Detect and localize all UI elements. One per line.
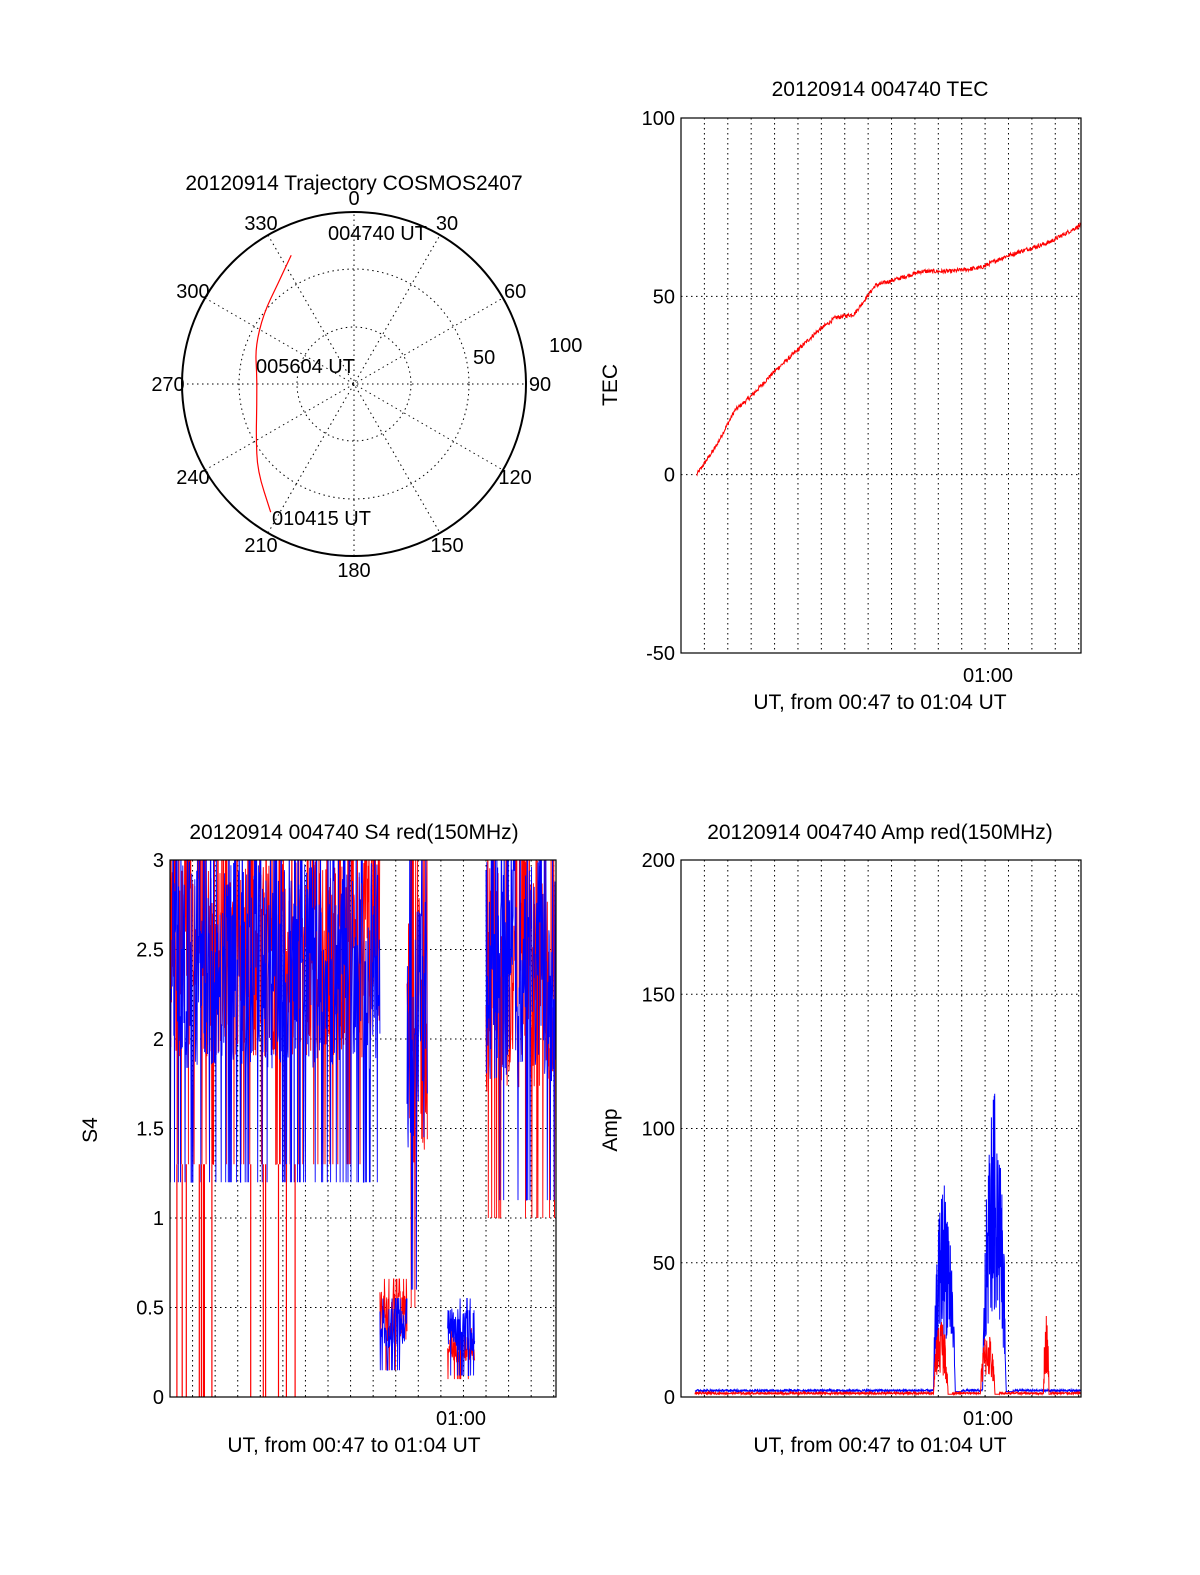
- trajectory-end-label: 010415 UT: [272, 508, 371, 530]
- amp-series: [694, 1093, 1082, 1397]
- s4-panel: 20120914 004740 S4 red(150MHz) 0 0.5 1 1.5 2…: [79, 821, 557, 1457]
- polar-radial-label-50: 50: [473, 347, 495, 369]
- s4-y-axis-label: S4: [79, 1117, 102, 1143]
- polar-angle-label-270: 270: [151, 374, 184, 396]
- polar-title: 20120914 Trajectory COSMOS2407: [185, 172, 522, 195]
- amp-x-tick-label: 01:00: [963, 1408, 1013, 1430]
- polar-angle-label-300: 300: [176, 281, 209, 303]
- tec-series: [696, 221, 1082, 477]
- polar-angle-labels: 0 30 60 90 120 150 180 210 240 270 300 330: [151, 188, 551, 582]
- amp-plot-frame: [680, 859, 1082, 1398]
- s4-y-tick-0.5: 0.5: [136, 1298, 164, 1320]
- polar-grid-circle-2: [238, 268, 470, 500]
- polar-angle-label-150: 150: [430, 535, 463, 557]
- polar-angle-label-210: 210: [244, 535, 277, 557]
- s4-x-axis-label: UT, from 00:47 to 01:04 UT: [227, 1434, 480, 1457]
- amp-grid: [681, 859, 1081, 1398]
- polar-angle-label-330: 330: [244, 213, 277, 235]
- amp-line-blue: [694, 1093, 1082, 1394]
- s4-line-blue: [170, 860, 556, 1376]
- polar-angle-label-90: 90: [529, 374, 551, 396]
- s4-y-tick-labels: 0 0.5 1 1.5 2 2.5 3: [136, 850, 164, 1409]
- tec-grid: [681, 117, 1081, 654]
- polar-angle-label-120: 120: [498, 467, 531, 489]
- polar-angle-label-60: 60: [504, 281, 526, 303]
- tec-y-axis-label: TEC: [599, 364, 622, 406]
- tec-y-tick-0: 0: [664, 465, 675, 487]
- tec-y-tick-100: 100: [642, 108, 675, 130]
- tec-x-tick-label: 01:00: [963, 665, 1013, 687]
- s4-y-tick-2: 2: [153, 1029, 164, 1051]
- trajectory-start-label: 004740 UT: [328, 223, 427, 245]
- polar-angle-label-30: 30: [436, 213, 458, 235]
- amp-title: 20120914 004740 Amp red(150MHz): [707, 821, 1053, 844]
- s4-series: [170, 860, 556, 1397]
- s4-y-tick-3: 3: [153, 850, 164, 872]
- s4-title: 20120914 004740 S4 red(150MHz): [189, 821, 518, 844]
- trajectory-line: [255, 254, 292, 513]
- tec-plot-frame: [680, 117, 1082, 654]
- tec-x-axis-label: UT, from 00:47 to 01:04 UT: [753, 691, 1006, 714]
- tec-title: 20120914 004740 TEC: [772, 78, 989, 101]
- amp-line-red: [694, 1315, 1082, 1397]
- amp-x-axis-label: UT, from 00:47 to 01:04 UT: [753, 1434, 1006, 1457]
- s4-y-tick-2.5: 2.5: [136, 940, 164, 962]
- trajectory-polar-panel: 20120914 Trajectory COSMOS2407 0 30 60 90 12…: [151, 172, 582, 582]
- s4-x-tick-label: 01:00: [436, 1408, 486, 1430]
- s4-y-tick-1.5: 1.5: [136, 1119, 164, 1141]
- amp-y-tick-labels: 0 50 100 150 200: [642, 850, 675, 1409]
- amp-y-tick-100: 100: [642, 1119, 675, 1141]
- polar-radial-label-100: 100: [549, 335, 582, 357]
- tec-y-tick-labels: -50 0 50 100: [642, 108, 675, 665]
- trajectory-middle-label: 005604 UT: [256, 356, 355, 378]
- polar-grid: [182, 212, 526, 556]
- amp-y-tick-150: 150: [642, 984, 675, 1006]
- amp-panel: 20120914 004740 Amp red(150MHz) 0 50 100 15…: [599, 821, 1082, 1457]
- s4-plot-frame: [169, 859, 557, 1398]
- polar-angle-label-180: 180: [337, 560, 370, 582]
- s4-red-dropouts: [176, 1164, 296, 1397]
- polar-angle-label-240: 240: [176, 467, 209, 489]
- tec-y-tick--50: -50: [646, 643, 675, 665]
- amp-y-tick-200: 200: [642, 850, 675, 872]
- amp-y-tick-50: 50: [653, 1253, 675, 1275]
- polar-angle-label-0: 0: [348, 188, 359, 210]
- polar-outer-circle: [181, 211, 527, 557]
- amp-y-axis-label: Amp: [599, 1108, 622, 1151]
- polar-grid-circle-1: [296, 326, 412, 442]
- tec-y-tick-50: 50: [653, 286, 675, 308]
- tec-line-red: [696, 221, 1082, 477]
- amp-y-tick-0: 0: [664, 1387, 675, 1409]
- s4-y-tick-0: 0: [153, 1387, 164, 1409]
- s4-y-tick-1: 1: [153, 1208, 164, 1230]
